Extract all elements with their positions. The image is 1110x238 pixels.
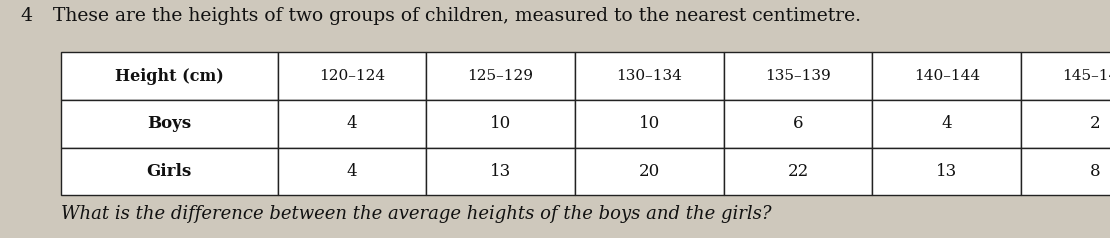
- Text: 13: 13: [936, 163, 958, 180]
- Text: 2: 2: [1090, 115, 1101, 132]
- Text: 125–129: 125–129: [467, 69, 534, 83]
- Bar: [278, 52, 426, 100]
- Bar: [724, 148, 872, 195]
- Bar: [575, 148, 724, 195]
- Text: 4: 4: [20, 7, 32, 25]
- Bar: [426, 148, 575, 195]
- Text: 135–139: 135–139: [765, 69, 831, 83]
- Text: 10: 10: [490, 115, 512, 132]
- Bar: [61, 100, 278, 148]
- Text: 20: 20: [638, 163, 660, 180]
- Bar: [61, 148, 278, 195]
- Bar: [61, 52, 278, 100]
- Bar: [724, 100, 872, 148]
- Text: 4: 4: [941, 115, 952, 132]
- Text: 145–149: 145–149: [1062, 69, 1110, 83]
- Text: Boys: Boys: [148, 115, 191, 132]
- Bar: [872, 148, 1021, 195]
- Text: What is the difference between the average heights of the boys and the girls?: What is the difference between the avera…: [61, 205, 771, 223]
- Bar: [575, 52, 724, 100]
- Bar: [724, 52, 872, 100]
- Text: 120–124: 120–124: [319, 69, 385, 83]
- Text: 6: 6: [793, 115, 804, 132]
- Bar: [1021, 148, 1110, 195]
- Bar: [575, 100, 724, 148]
- Text: These are the heights of two groups of children, measured to the nearest centime: These are the heights of two groups of c…: [53, 7, 861, 25]
- Bar: [278, 100, 426, 148]
- Bar: [426, 100, 575, 148]
- Text: 8: 8: [1090, 163, 1101, 180]
- Text: 10: 10: [638, 115, 660, 132]
- Text: Girls: Girls: [147, 163, 192, 180]
- Text: 130–134: 130–134: [616, 69, 683, 83]
- Text: 4: 4: [346, 115, 357, 132]
- Bar: [872, 100, 1021, 148]
- Text: 13: 13: [490, 163, 512, 180]
- Text: 22: 22: [787, 163, 809, 180]
- Text: Height (cm): Height (cm): [115, 68, 223, 85]
- Bar: [872, 52, 1021, 100]
- Bar: [1021, 100, 1110, 148]
- Text: 4: 4: [346, 163, 357, 180]
- Bar: [426, 52, 575, 100]
- Bar: [278, 148, 426, 195]
- Text: 140–144: 140–144: [914, 69, 980, 83]
- Bar: [1021, 52, 1110, 100]
